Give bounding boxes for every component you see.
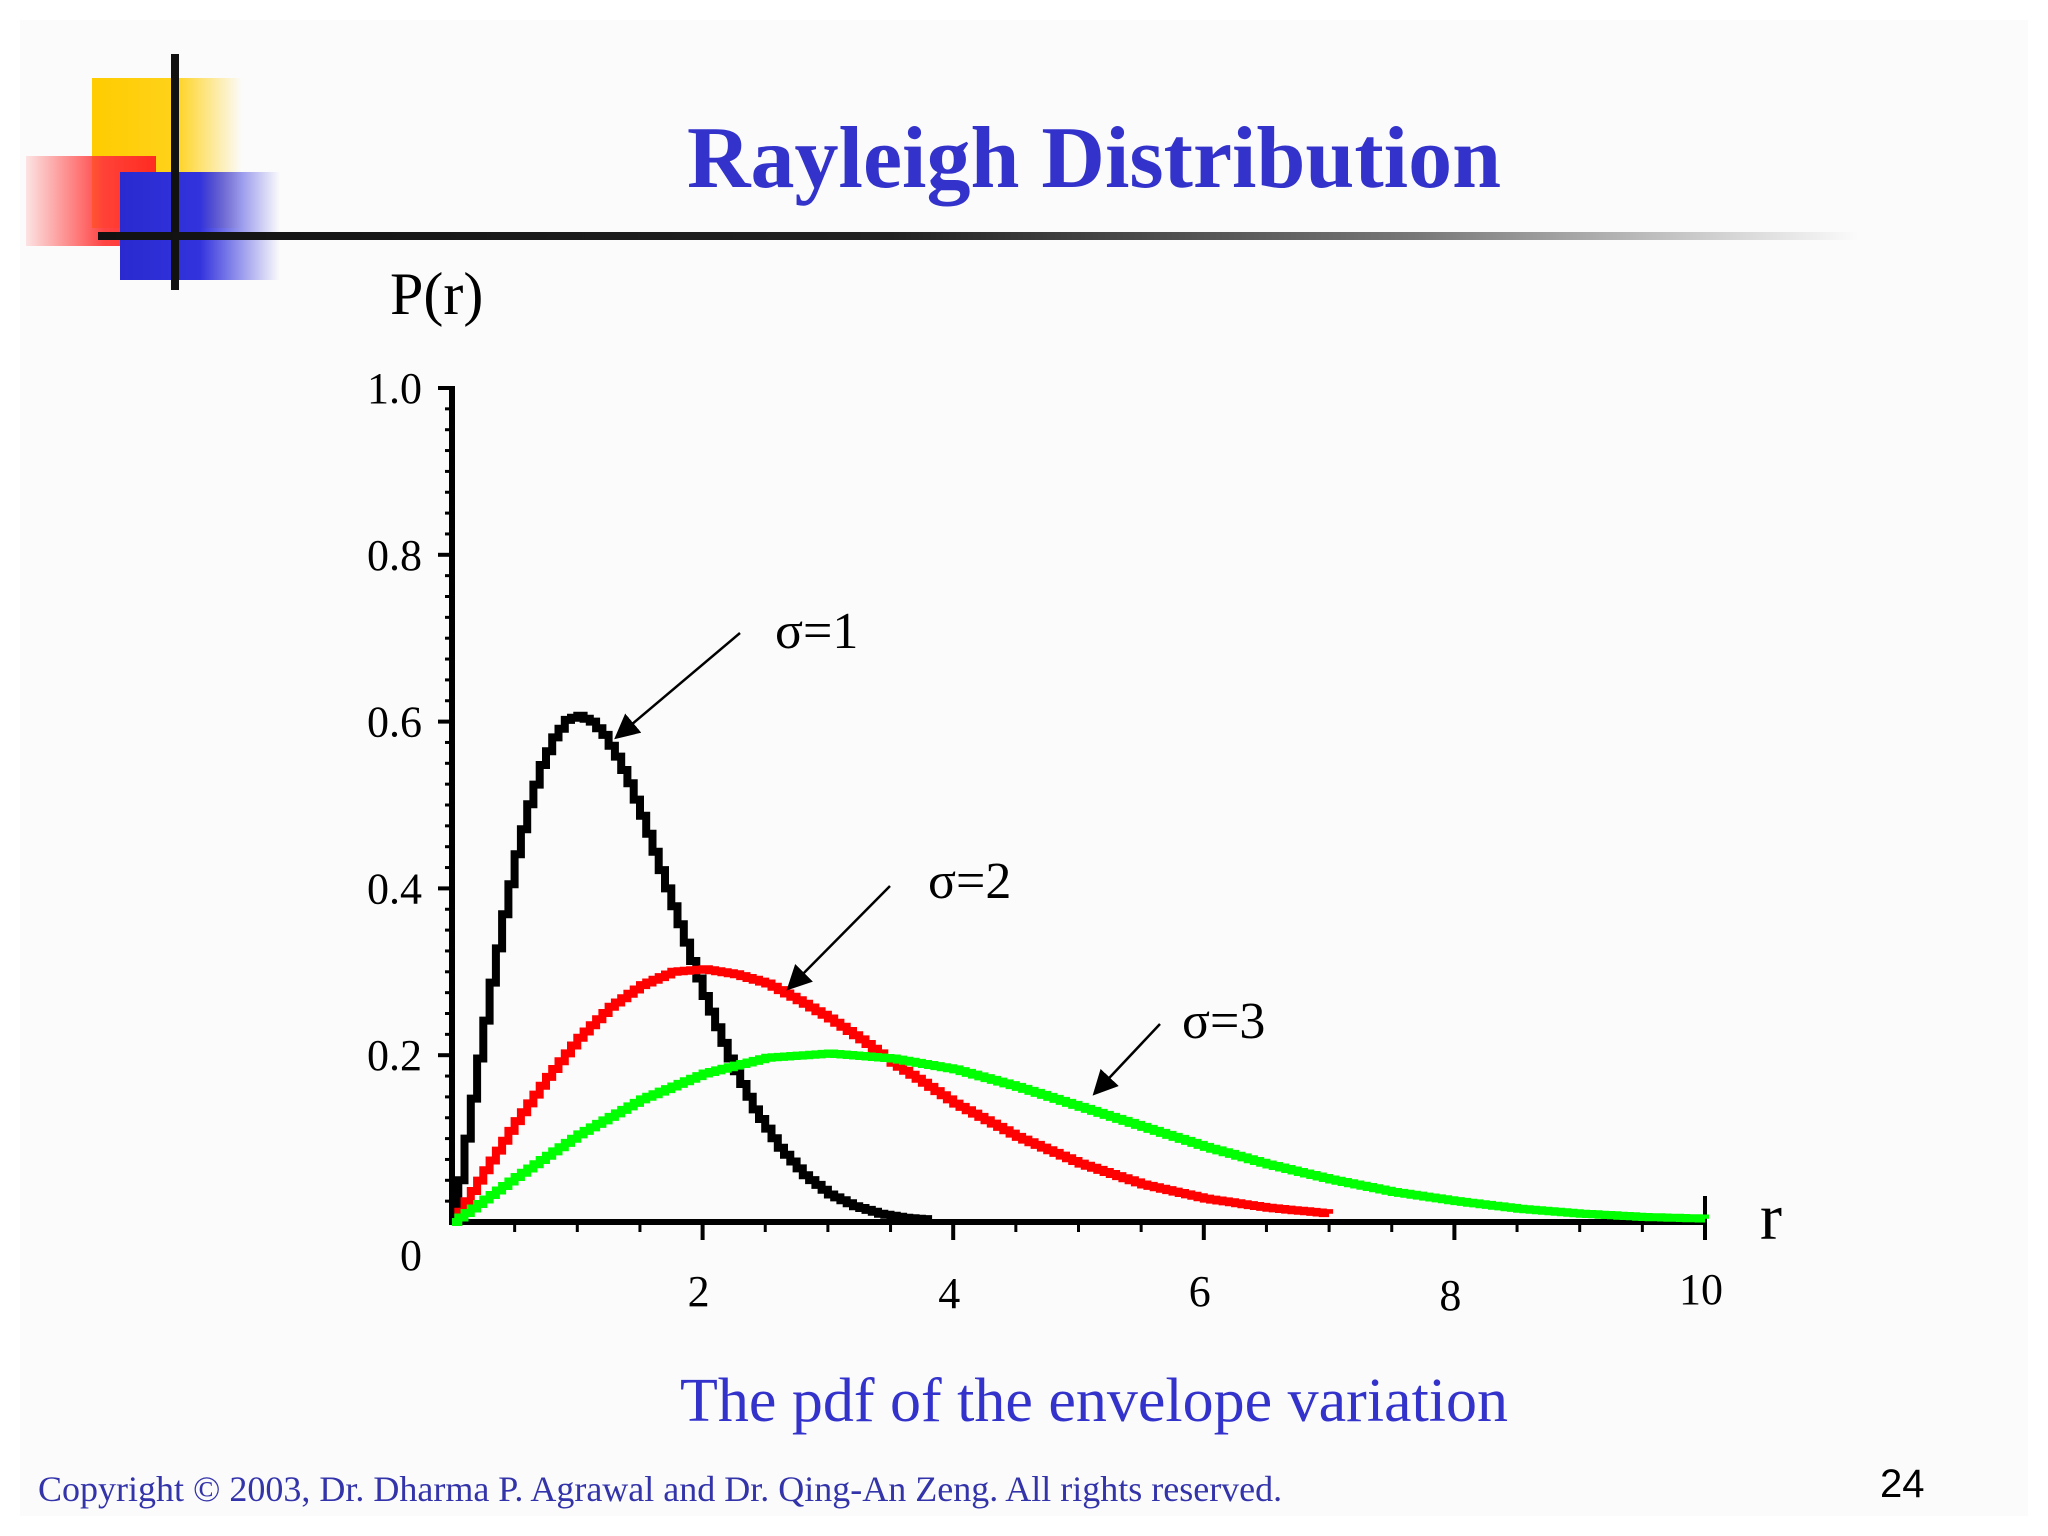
y-tick-label: 1.0 [367,364,422,413]
x-axis-label: r [1760,1181,1782,1254]
y-tick-label: 0 [400,1231,422,1280]
x-tick-label: 10 [1679,1265,1723,1314]
x-tick-label: 6 [1189,1267,1211,1316]
y-tick-label: 0.4 [367,864,422,913]
series-line-sigma-1 [452,711,933,1226]
y-tick-label: 0.2 [367,1031,422,1080]
y-tick-label: 0.8 [367,531,422,580]
slide-title: Rayleigh Distribution [686,110,1502,207]
logo-blue-square [120,172,280,280]
x-tick-label: 2 [688,1267,710,1316]
series-line-sigma-3 [452,1049,1709,1226]
annotation-label: σ=1 [775,603,858,660]
x-tick-label: 4 [938,1269,960,1318]
annotation-arrow [786,885,891,991]
y-tick-label: 0.6 [367,698,422,747]
annotation-label: σ=3 [1182,993,1265,1050]
annotation-label: σ=2 [928,853,1011,910]
annotation-arrow [614,632,741,740]
y-axis-label: P(r) [390,261,484,327]
chart-caption: The pdf of the envelope variation [679,1367,1509,1435]
annotation-arrow [1092,1023,1161,1096]
title-underline [98,232,1858,240]
logo-vertical-line [171,54,179,290]
page-number: 24 [1880,1462,1925,1506]
copyright-footer: Copyright © 2003, Dr. Dharma P. Agrawal … [38,1469,1283,1509]
x-tick-label: 8 [1439,1271,1461,1320]
slide-background [20,20,2028,1516]
series-line-sigma-2 [452,965,1334,1226]
